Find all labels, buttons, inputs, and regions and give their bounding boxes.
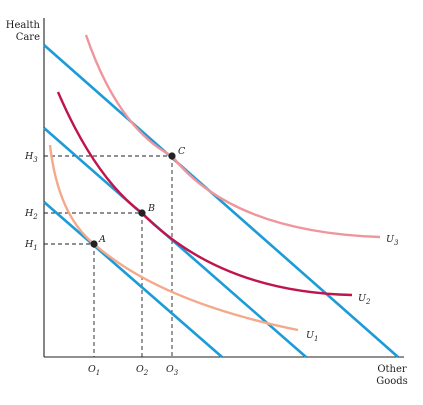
- x-axis-label-line2: Goods: [376, 376, 408, 387]
- tick-o1: O1: [88, 364, 100, 377]
- label-u3: U3: [386, 234, 399, 247]
- indifference-curve-u2: [56, 91, 353, 297]
- indifference-curves: [48, 34, 381, 332]
- label-u1: U1: [306, 330, 318, 343]
- point-b: [138, 209, 146, 217]
- tick-o2: O2: [136, 364, 149, 377]
- y-axis-label-line2: Care: [16, 32, 40, 43]
- tick-o3: O3: [166, 364, 179, 377]
- indifference-curve-u3: [84, 34, 381, 239]
- tangency-points: [90, 152, 176, 248]
- budget-line-3: [43, 44, 399, 358]
- tick-h3: H3: [24, 151, 38, 164]
- tick-h2: H2: [24, 208, 38, 221]
- tick-h1: H1: [24, 239, 38, 252]
- y-axis-label-line1: Health: [6, 20, 41, 31]
- point-a-label: A: [98, 234, 106, 245]
- indifference-curve-u1: [48, 144, 299, 332]
- point-b-label: B: [147, 203, 155, 214]
- point-a: [90, 240, 98, 248]
- label-u2: U2: [358, 293, 371, 306]
- guide-lines: [44, 155, 173, 357]
- point-c: [168, 152, 176, 160]
- x-axis-label-line1: Other: [377, 364, 407, 375]
- budget-line-1: [43, 201, 223, 358]
- point-c-label: C: [178, 146, 186, 157]
